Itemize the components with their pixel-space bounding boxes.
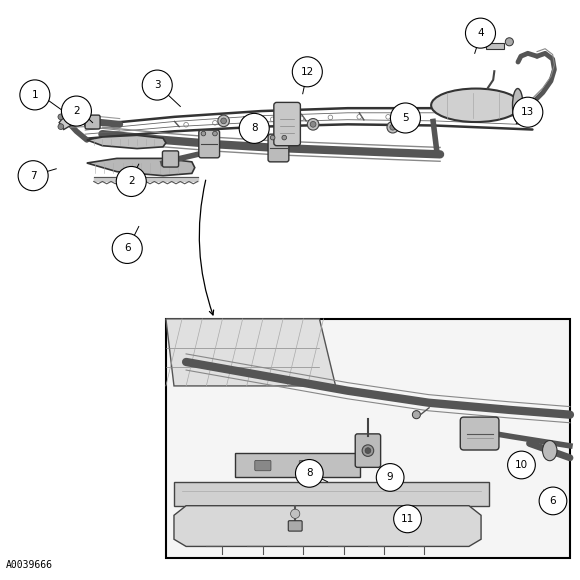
Circle shape	[539, 487, 567, 515]
Circle shape	[112, 233, 142, 263]
Text: 4: 4	[477, 28, 484, 38]
Text: 6: 6	[550, 496, 556, 506]
FancyBboxPatch shape	[255, 461, 271, 471]
Text: 6: 6	[124, 244, 130, 253]
Circle shape	[201, 131, 206, 136]
Polygon shape	[486, 43, 503, 49]
Text: 2: 2	[73, 106, 79, 116]
Text: 11: 11	[401, 514, 414, 524]
Bar	[166, 319, 570, 559]
Polygon shape	[174, 482, 489, 506]
Circle shape	[116, 166, 146, 197]
FancyBboxPatch shape	[85, 115, 100, 129]
Text: 3: 3	[154, 80, 161, 90]
Circle shape	[18, 161, 48, 191]
FancyBboxPatch shape	[268, 134, 289, 162]
Circle shape	[387, 121, 398, 133]
FancyBboxPatch shape	[288, 521, 302, 531]
Circle shape	[295, 459, 323, 487]
Text: A0039666: A0039666	[6, 560, 53, 570]
Circle shape	[390, 124, 396, 130]
Circle shape	[394, 505, 422, 533]
Circle shape	[20, 80, 50, 110]
Circle shape	[58, 124, 64, 129]
Polygon shape	[234, 453, 360, 477]
Circle shape	[221, 118, 227, 124]
FancyBboxPatch shape	[299, 461, 316, 471]
Circle shape	[58, 114, 64, 119]
Text: 13: 13	[521, 107, 534, 117]
FancyBboxPatch shape	[274, 103, 300, 146]
Ellipse shape	[513, 89, 523, 122]
Text: 1: 1	[31, 90, 38, 100]
Circle shape	[218, 115, 230, 126]
Circle shape	[376, 463, 404, 491]
Circle shape	[67, 117, 72, 122]
Circle shape	[213, 131, 218, 136]
Text: 10: 10	[515, 460, 528, 470]
Circle shape	[365, 448, 371, 454]
Text: 12: 12	[300, 67, 314, 77]
Circle shape	[239, 113, 269, 143]
Circle shape	[412, 411, 420, 419]
Circle shape	[362, 445, 374, 456]
FancyBboxPatch shape	[461, 417, 499, 450]
Text: 5: 5	[402, 113, 409, 123]
FancyBboxPatch shape	[355, 434, 380, 467]
Circle shape	[61, 96, 92, 126]
Text: 8: 8	[306, 469, 313, 478]
Text: 9: 9	[387, 473, 393, 483]
Circle shape	[291, 509, 300, 519]
Polygon shape	[59, 115, 74, 129]
Text: 2: 2	[128, 176, 135, 187]
Circle shape	[307, 118, 319, 130]
Circle shape	[505, 38, 513, 46]
Circle shape	[270, 135, 275, 140]
Text: 7: 7	[30, 171, 37, 181]
Circle shape	[508, 451, 535, 479]
Polygon shape	[87, 158, 195, 176]
Polygon shape	[87, 135, 166, 148]
Circle shape	[513, 97, 543, 127]
Polygon shape	[166, 319, 336, 386]
Ellipse shape	[431, 89, 521, 122]
Circle shape	[282, 135, 287, 140]
Ellipse shape	[542, 441, 557, 461]
FancyBboxPatch shape	[162, 151, 179, 167]
Circle shape	[292, 57, 322, 87]
Circle shape	[142, 70, 172, 100]
Text: 8: 8	[251, 124, 258, 133]
Circle shape	[310, 121, 316, 127]
Polygon shape	[174, 506, 481, 546]
Circle shape	[466, 18, 495, 48]
Circle shape	[390, 103, 420, 133]
FancyBboxPatch shape	[199, 130, 220, 158]
